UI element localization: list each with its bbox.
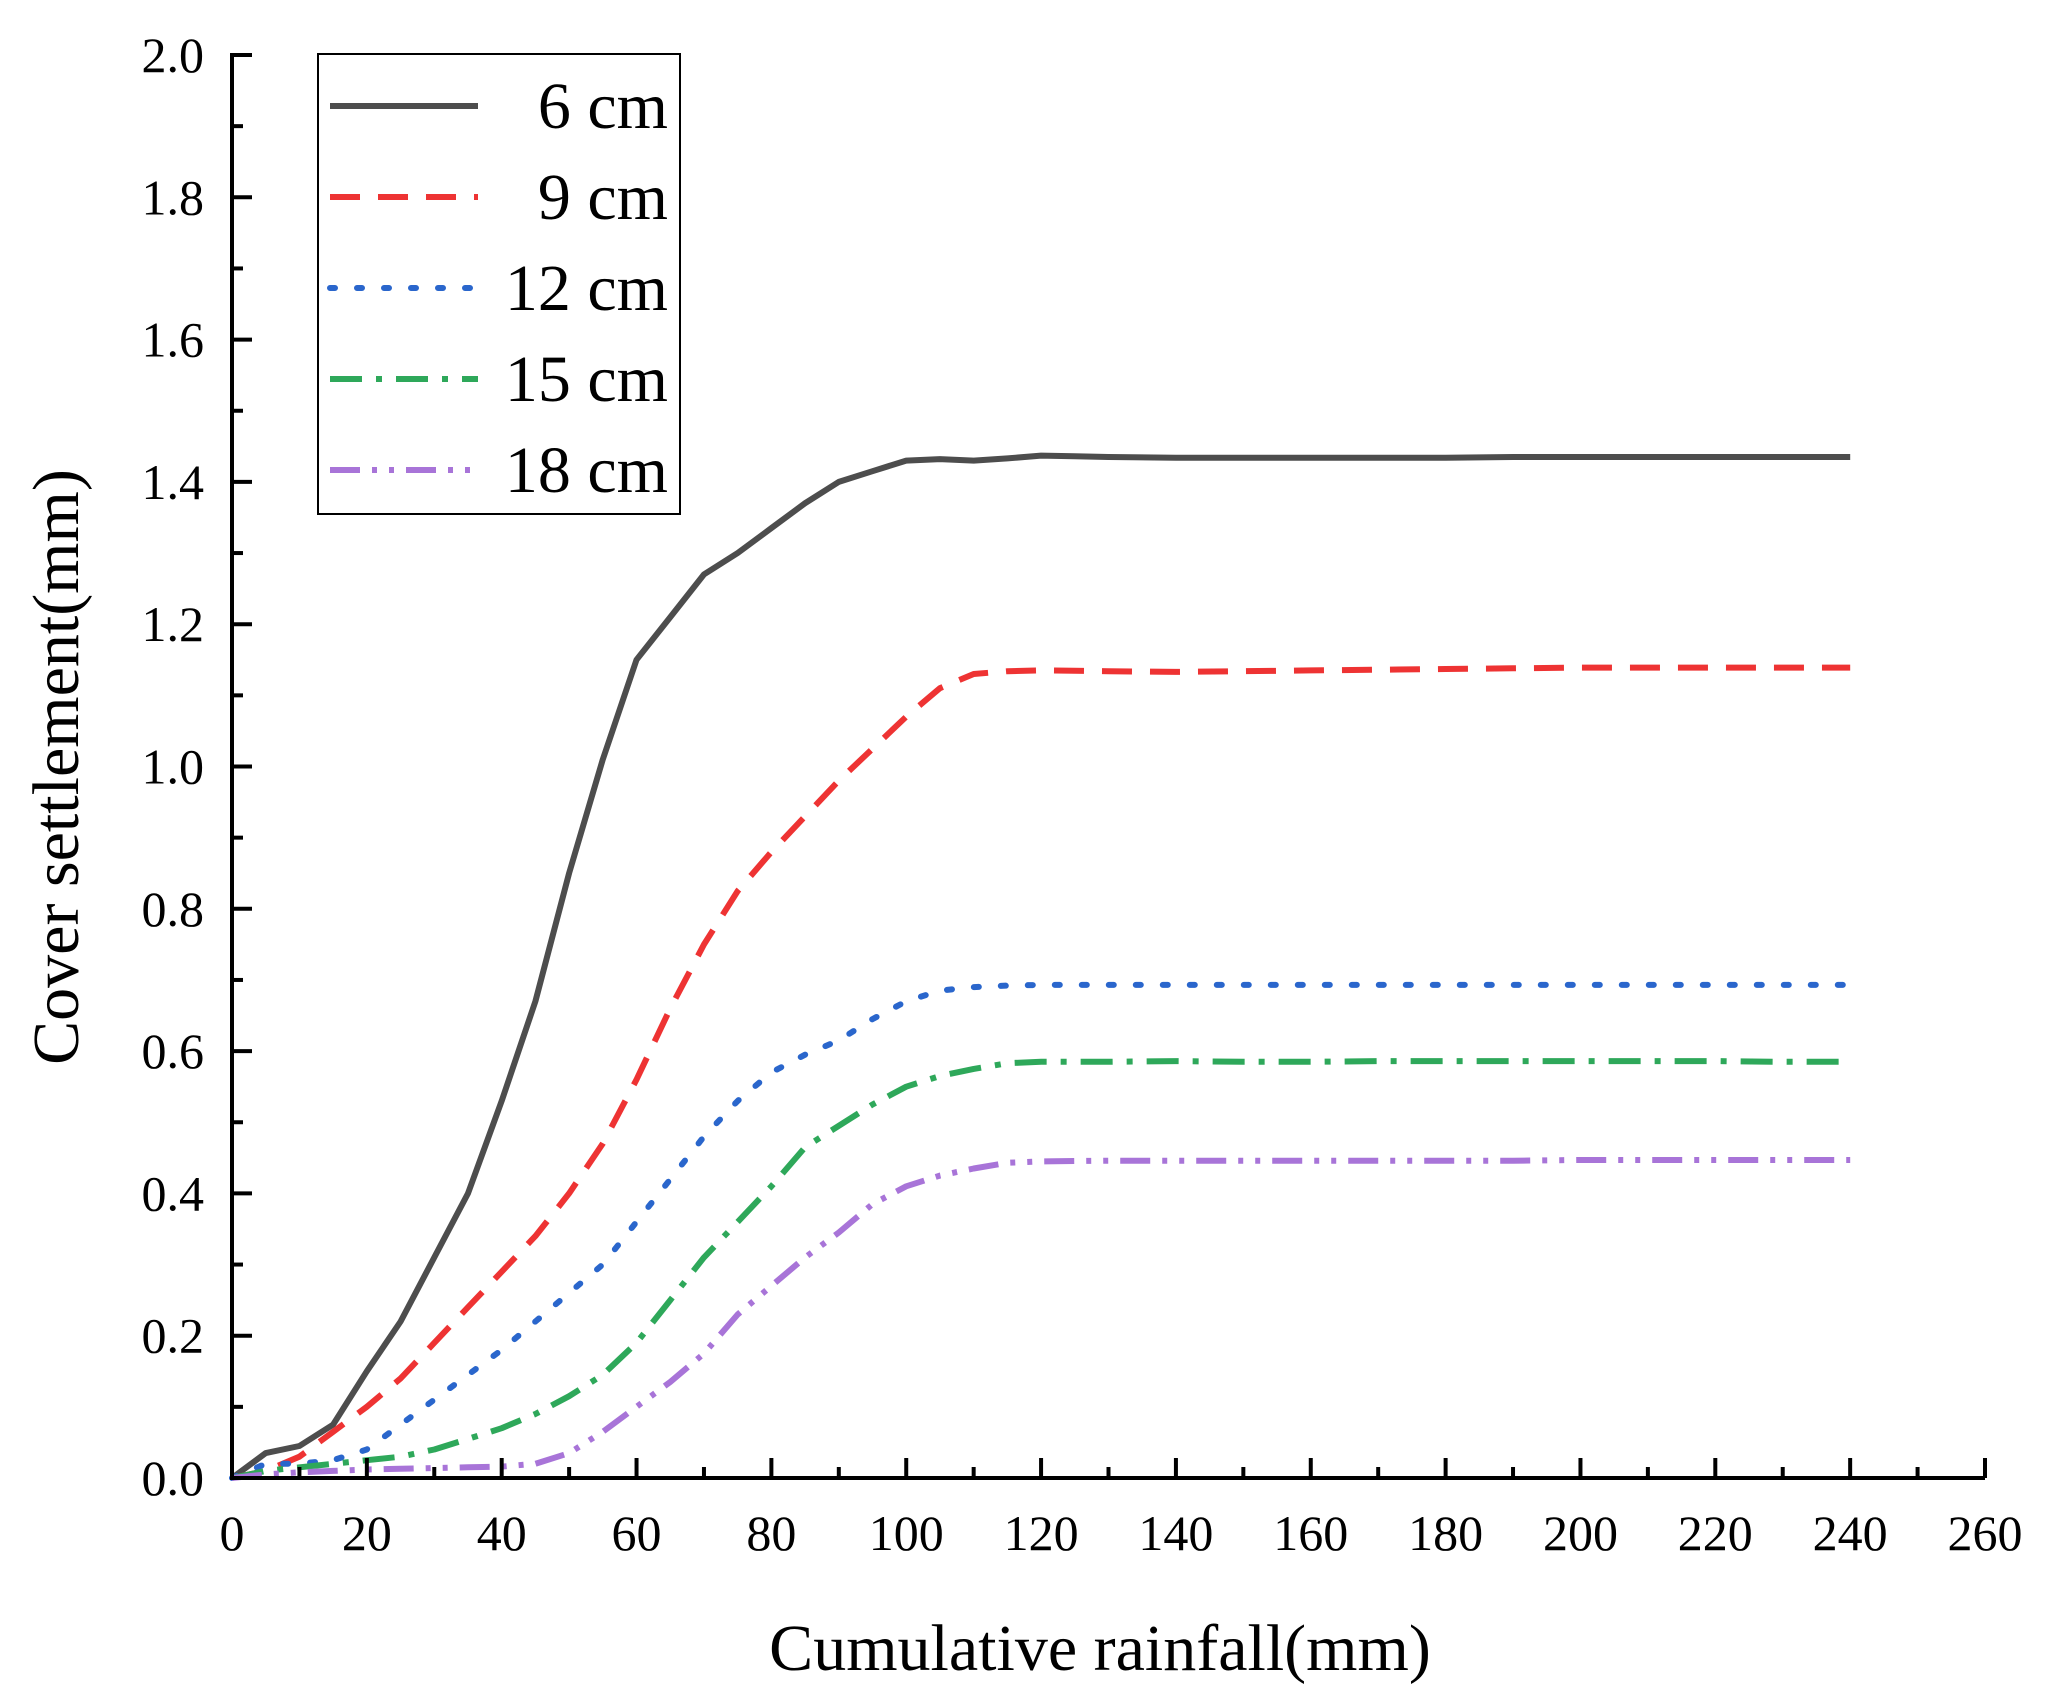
legend-label-3: 12 cm bbox=[505, 252, 668, 325]
x-tick-label: 20 bbox=[342, 1505, 392, 1561]
legend-label-5: 18 cm bbox=[505, 434, 668, 507]
series-line-2 bbox=[231, 664, 1851, 1481]
y-axis-title: Cover settlement(mm) bbox=[20, 469, 93, 1065]
x-tick-label: 120 bbox=[1004, 1505, 1079, 1561]
y-tick-label: 2.0 bbox=[142, 27, 205, 83]
legend-label-2: 9 cm bbox=[538, 161, 668, 234]
y-tick-label: 1.2 bbox=[142, 596, 205, 652]
x-tick-label: 140 bbox=[1138, 1505, 1213, 1561]
axis-layer: 0 20 40 60 80 100 120 140 160 180 200 220 240 260 0.0 0… bbox=[142, 27, 2023, 1561]
x-tick-label: 80 bbox=[746, 1505, 796, 1561]
x-tick-label: 160 bbox=[1273, 1505, 1348, 1561]
y-tick-label: 0.4 bbox=[142, 1165, 205, 1221]
legend-label-1: 6 cm bbox=[538, 70, 668, 143]
x-tick-label: 240 bbox=[1813, 1505, 1888, 1561]
y-tick-label: 1.4 bbox=[142, 454, 205, 510]
legend-box bbox=[317, 53, 681, 515]
x-tick-label: 220 bbox=[1678, 1505, 1753, 1561]
y-tick-label: 1.6 bbox=[142, 312, 205, 368]
y-tick-label: 0.0 bbox=[142, 1450, 205, 1506]
x-axis-title: Cumulative rainfall(mm) bbox=[769, 1612, 1431, 1685]
series-line-4 bbox=[231, 1058, 1851, 1481]
x-tick-label: 40 bbox=[477, 1505, 527, 1561]
x-tick-label: 60 bbox=[612, 1505, 662, 1561]
x-tick-label: 0 bbox=[220, 1505, 245, 1561]
y-tick-label: 1.8 bbox=[142, 169, 205, 225]
series-line-5 bbox=[231, 1157, 1851, 1481]
x-tick-label: 100 bbox=[869, 1505, 944, 1561]
y-tick-label: 0.2 bbox=[142, 1308, 205, 1364]
legend-label-4: 15 cm bbox=[505, 343, 668, 416]
x-tick-label: 260 bbox=[1948, 1505, 2023, 1561]
series-layer bbox=[229, 452, 1854, 1481]
x-tick-label: 180 bbox=[1408, 1505, 1483, 1561]
y-tick-label: 1.0 bbox=[142, 739, 205, 795]
x-tick-label: 200 bbox=[1543, 1505, 1618, 1561]
series-line-3 bbox=[229, 981, 1854, 1481]
legend: 6 cm 9 cm 12 cm 15 cm 18 cm bbox=[317, 53, 681, 515]
series-line-1 bbox=[230, 452, 1851, 1481]
y-tick-label: 0.8 bbox=[142, 881, 205, 937]
y-tick-label: 0.6 bbox=[142, 1023, 205, 1079]
